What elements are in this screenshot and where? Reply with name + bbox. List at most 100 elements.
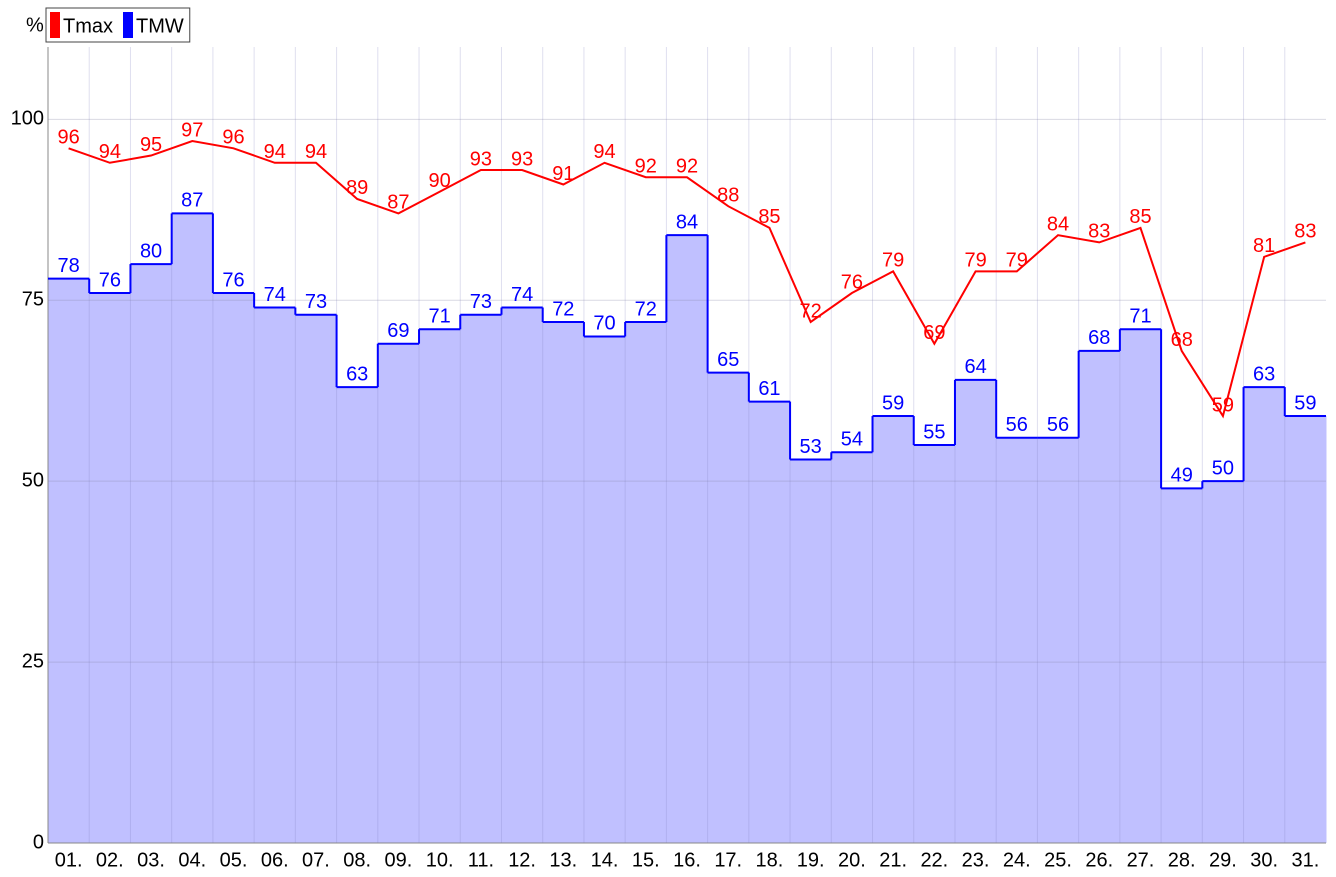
data-label: 91	[552, 163, 574, 185]
data-label: 90	[429, 170, 451, 192]
data-label: 72	[552, 298, 574, 320]
y-tick-label: 0	[33, 831, 44, 853]
x-tick-label: 26.	[1085, 849, 1113, 871]
data-label: 50	[1212, 457, 1234, 479]
step-fill	[1078, 350, 1121, 843]
data-label: 79	[964, 250, 986, 272]
data-label: 95	[140, 134, 162, 156]
step-fill	[831, 452, 874, 843]
data-label: 70	[593, 313, 615, 335]
step-fill	[212, 293, 255, 843]
x-tick-label: 03.	[137, 849, 165, 871]
data-label: 92	[676, 156, 698, 178]
x-tick-label: 05.	[220, 849, 248, 871]
data-label: 73	[470, 291, 492, 313]
data-label: 73	[305, 291, 327, 313]
data-label: 78	[57, 255, 79, 277]
data-label: 94	[264, 141, 286, 163]
data-label: 96	[57, 127, 79, 149]
x-tick-label: 29.	[1209, 849, 1237, 871]
data-label: 63	[346, 363, 368, 385]
legend-label: Tmax	[63, 15, 113, 37]
x-tick-label: 25.	[1044, 849, 1072, 871]
x-tick-label: 06.	[261, 849, 289, 871]
step-fill	[1037, 437, 1080, 843]
series-line	[68, 140, 1306, 419]
x-tick-label: 17.	[714, 849, 742, 871]
step-fill	[501, 307, 544, 843]
step-fill	[872, 416, 915, 843]
x-tick-label: 07.	[302, 849, 330, 871]
step-fill	[707, 372, 750, 843]
y-tick-label: 25	[22, 650, 44, 672]
x-tick-label: 27.	[1127, 849, 1155, 871]
data-label: 53	[800, 436, 822, 458]
data-label: 72	[635, 298, 657, 320]
data-label: 65	[717, 349, 739, 371]
y-tick-label: 75	[22, 289, 44, 311]
data-label: 69	[923, 322, 945, 344]
data-label: 59	[882, 392, 904, 414]
step-fill	[460, 314, 502, 843]
step-fill	[625, 321, 667, 843]
step-fill	[254, 307, 296, 843]
data-label: 59	[1294, 392, 1316, 414]
y-tick-label: 100	[11, 108, 44, 130]
data-label: 79	[882, 250, 904, 272]
data-label: 76	[99, 269, 121, 291]
data-label: 93	[511, 148, 533, 170]
data-label: 80	[140, 240, 162, 262]
x-tick-label: 28.	[1168, 849, 1196, 871]
step-fill	[913, 445, 956, 843]
data-label: 85	[758, 206, 780, 228]
data-label: 97	[181, 119, 203, 141]
step-fill	[1202, 481, 1245, 843]
step-fill	[89, 293, 131, 843]
step-fill	[1243, 387, 1286, 843]
data-label: 96	[222, 127, 244, 149]
data-label: 92	[635, 156, 657, 178]
step-fill	[1161, 488, 1203, 843]
x-tick-label: 09.	[385, 849, 413, 871]
step-fill	[171, 213, 214, 843]
step-fill	[542, 321, 585, 843]
data-label: 61	[758, 378, 780, 400]
x-tick-label: 18.	[756, 849, 784, 871]
data-label: 71	[429, 305, 451, 327]
data-label: 55	[923, 421, 945, 443]
step-fill	[583, 336, 626, 843]
x-tick-label: 11.	[468, 849, 494, 871]
step-fill	[130, 264, 173, 843]
data-label: 85	[1129, 206, 1151, 228]
data-label: 71	[1129, 305, 1151, 327]
data-label: 83	[1294, 221, 1316, 243]
step-fill	[666, 235, 709, 844]
data-label: 76	[841, 271, 863, 293]
step-fill	[790, 459, 832, 843]
data-label: 64	[964, 356, 986, 378]
x-tick-label: 30.	[1250, 849, 1278, 871]
step-fill	[996, 437, 1038, 843]
data-label: 94	[99, 141, 121, 163]
x-tick-label: 16.	[673, 849, 701, 871]
data-label: 81	[1253, 235, 1275, 257]
legend-label: TMW	[136, 15, 184, 37]
x-tick-label: 21.	[879, 849, 907, 871]
step-fill	[1119, 329, 1162, 844]
x-tick-label: 31.	[1291, 849, 1319, 871]
data-label: 54	[841, 429, 863, 451]
data-label: 56	[1006, 414, 1028, 436]
data-label: 56	[1047, 414, 1069, 436]
x-tick-label: 23.	[962, 849, 990, 871]
x-tick-label: 22.	[920, 849, 948, 871]
data-label: 83	[1088, 221, 1110, 243]
data-label: 87	[387, 192, 409, 214]
data-label: 79	[1006, 250, 1028, 272]
data-label: 87	[181, 190, 203, 212]
x-tick-label: 19.	[797, 849, 825, 871]
y-unit: %	[26, 14, 44, 36]
x-tick-label: 02.	[96, 849, 124, 871]
legend-swatch	[50, 12, 60, 38]
step-fill	[954, 379, 997, 843]
